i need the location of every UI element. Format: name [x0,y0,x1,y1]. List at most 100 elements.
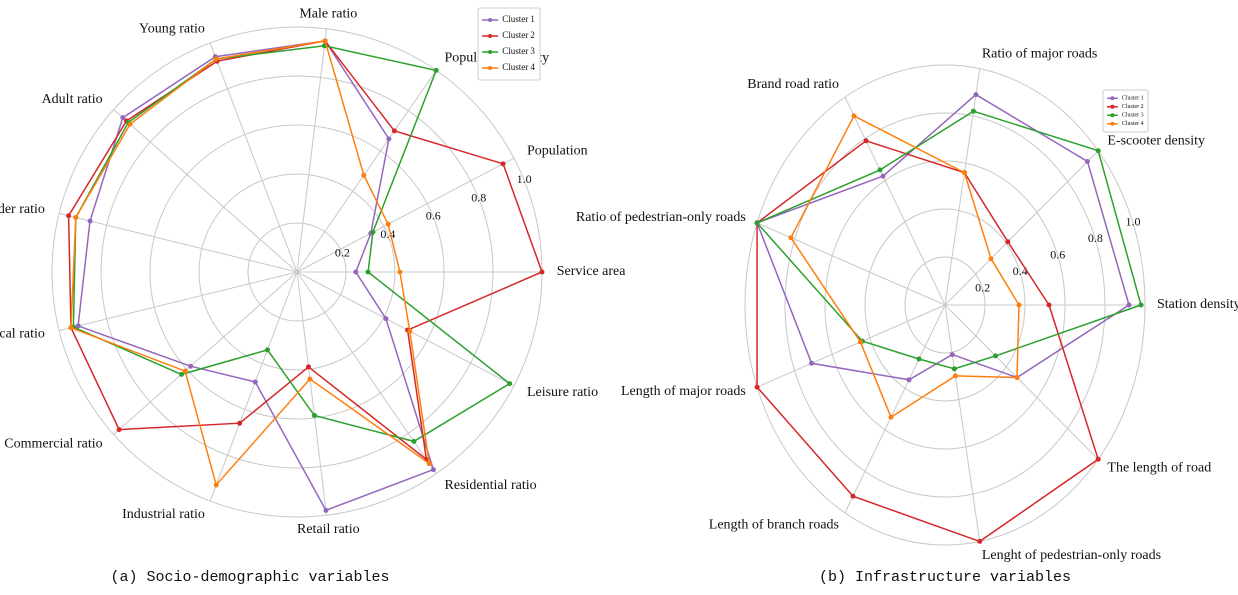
series-marker [87,218,93,224]
series-marker [1046,302,1052,308]
category-label: Elder ratio [0,202,45,217]
category-label: Ratio of pedestrian-only roads [576,210,746,225]
legend-swatch-marker [488,34,493,38]
legend-swatch-marker [488,66,493,70]
series-marker [877,167,883,173]
series-marker [66,213,72,219]
series-marker [1095,148,1101,154]
series-marker [182,368,188,374]
series-marker [863,138,869,144]
series-marker [252,379,258,385]
series-marker [961,170,967,176]
series-marker [1138,302,1144,308]
spoke [113,271,298,435]
spoke [58,212,298,273]
series-line [790,114,1020,419]
series-marker [264,347,270,353]
r-tick-label: 0.8 [471,190,486,204]
series-marker [916,356,922,362]
series-marker [1014,375,1020,381]
category-label: Population [527,144,588,159]
spoke [944,68,981,306]
series-marker [73,214,79,220]
series-marker [188,363,194,369]
category-label: Industrial ratio [122,507,205,522]
category-label: Length of branch roads [709,518,839,533]
series-marker [754,384,760,390]
series-marker [178,371,184,377]
series-marker [880,173,886,179]
series-marker [411,438,417,444]
category-label: Residential ratio [445,478,537,493]
series-marker [127,121,133,127]
r-tick-label: 1.0 [517,172,532,186]
legend-label: Cluster 1 [502,14,535,24]
series-marker [970,108,976,114]
spoke [944,304,981,542]
series-marker [383,316,389,322]
legend-swatch-marker [488,18,493,22]
legend-swatch-marker [1110,113,1115,118]
spoke [756,304,946,388]
series-marker [1126,302,1132,308]
series-line [67,40,543,462]
legend-label: Cluster 3 [502,46,535,56]
series-marker [993,353,999,359]
r-tick-label: 0.4 [380,227,395,241]
category-label: Lenght of pedestrian-only roads [982,548,1161,563]
legend-box [1102,89,1149,133]
series-marker [951,366,957,372]
series-marker [888,414,894,420]
series-marker [213,482,219,488]
category-label: The length of road [1107,461,1211,476]
legend-label: Cluster 2 [502,30,535,40]
series-marker [977,538,983,544]
spoke [296,157,515,273]
series-marker [391,128,397,134]
legend-label: Cluster 4 [1122,121,1144,127]
series-marker [407,328,413,334]
category-label: Commercial ratio [4,436,102,451]
series-marker [1005,239,1011,245]
category-label: Male ratio [299,6,357,21]
spoke [844,304,946,514]
series-marker [850,493,856,499]
series-marker [307,376,313,382]
legend-swatch-marker [488,50,493,54]
series-marker [237,420,243,426]
r-tick-label: 0.2 [335,245,350,259]
series-line [756,139,1100,543]
series-marker [539,269,545,275]
series-marker [213,56,219,62]
series-marker [988,256,994,262]
spoke [944,304,1099,460]
series-marker [433,67,439,73]
category-label: Leisure ratio [527,385,598,400]
category-label: Ratio of major roads [982,47,1097,62]
category-label: E-scooter density [1107,134,1205,149]
series-marker [361,172,367,178]
series-marker [397,269,403,275]
spoke [756,222,946,306]
legend-label: Cluster 4 [502,62,535,72]
series-marker [809,360,815,366]
r-tick-label: 0.6 [1050,247,1065,261]
series-marker [851,113,857,119]
series-marker [386,136,392,142]
series-line [755,110,1142,370]
series-marker [353,269,359,275]
series-marker [120,115,126,121]
legend-swatch-marker [1110,121,1115,126]
series-marker [906,377,912,383]
spoke [209,42,298,273]
caption: (a) Socio-demographic variables [110,569,389,586]
legend-box [477,7,541,81]
category-label: Station density [1157,297,1238,312]
r-tick-label: 0.2 [975,280,990,294]
series-marker [385,221,391,227]
series-marker [949,352,955,358]
category-label: Adult ratio [42,92,103,107]
series-line [756,93,1130,381]
series-marker [754,220,760,226]
